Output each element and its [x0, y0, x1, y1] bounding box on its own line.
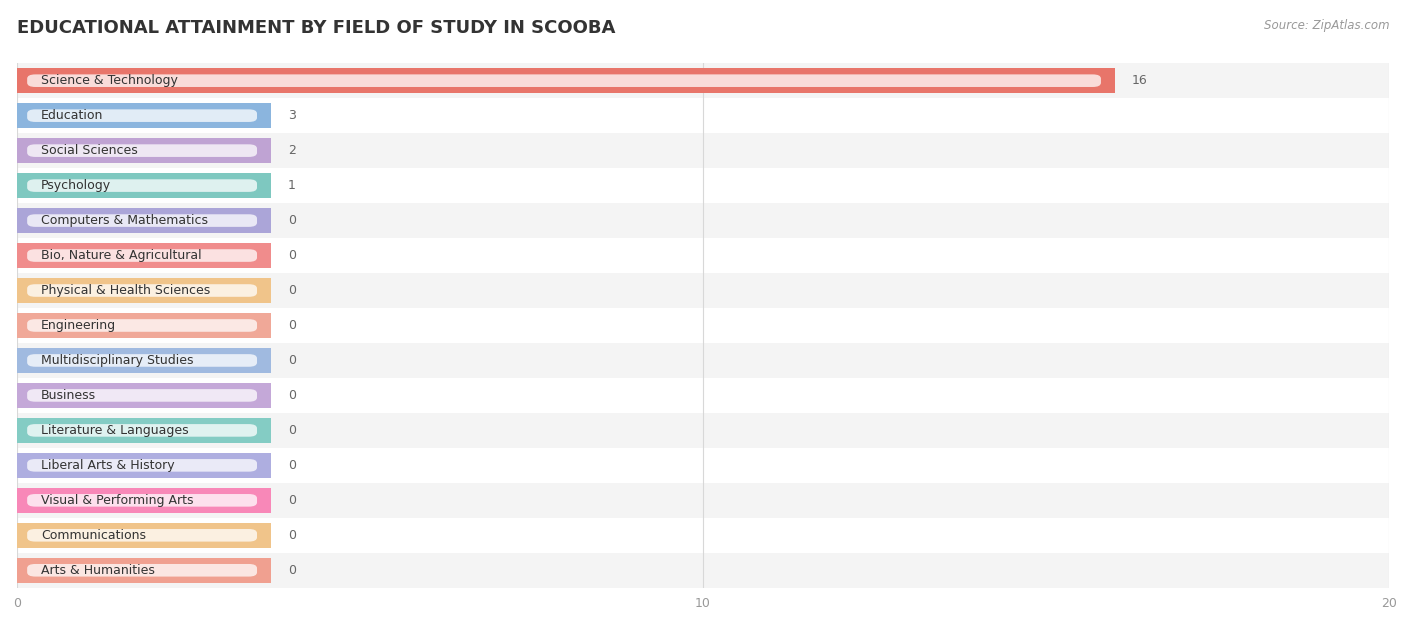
Text: Business: Business — [41, 389, 96, 402]
Bar — [17, 98, 1389, 133]
Bar — [17, 483, 1389, 518]
Text: Science & Technology: Science & Technology — [41, 74, 177, 87]
Text: Physical & Health Sciences: Physical & Health Sciences — [41, 284, 209, 297]
Bar — [17, 308, 1389, 343]
FancyBboxPatch shape — [27, 529, 257, 542]
Bar — [17, 168, 1389, 203]
Bar — [17, 418, 271, 443]
FancyBboxPatch shape — [27, 354, 257, 367]
Text: 16: 16 — [1132, 74, 1147, 87]
Bar — [17, 518, 1389, 553]
FancyBboxPatch shape — [27, 564, 257, 576]
Text: 0: 0 — [288, 459, 295, 472]
FancyBboxPatch shape — [27, 494, 257, 507]
Text: 2: 2 — [288, 144, 295, 157]
Text: 0: 0 — [288, 494, 295, 507]
Bar — [17, 103, 271, 128]
Text: Psychology: Psychology — [41, 179, 111, 192]
Text: Communications: Communications — [41, 529, 146, 542]
Bar — [17, 348, 271, 373]
Text: Engineering: Engineering — [41, 319, 117, 332]
Text: Computers & Mathematics: Computers & Mathematics — [41, 214, 208, 227]
Bar — [17, 138, 271, 163]
Text: 0: 0 — [288, 529, 295, 542]
Text: 1: 1 — [288, 179, 295, 192]
Bar — [17, 68, 1115, 94]
Text: 0: 0 — [288, 424, 295, 437]
Bar — [17, 523, 271, 548]
FancyBboxPatch shape — [27, 109, 257, 122]
Bar — [17, 243, 271, 268]
Text: 0: 0 — [288, 319, 295, 332]
Bar — [17, 203, 1389, 238]
Text: 0: 0 — [288, 354, 295, 367]
FancyBboxPatch shape — [27, 249, 257, 262]
FancyBboxPatch shape — [27, 75, 1101, 87]
Text: EDUCATIONAL ATTAINMENT BY FIELD OF STUDY IN SCOOBA: EDUCATIONAL ATTAINMENT BY FIELD OF STUDY… — [17, 19, 616, 37]
Bar — [17, 383, 271, 408]
Bar — [17, 413, 1389, 448]
FancyBboxPatch shape — [27, 424, 257, 437]
Text: Education: Education — [41, 109, 103, 122]
Text: Multidisciplinary Studies: Multidisciplinary Studies — [41, 354, 194, 367]
Bar — [17, 378, 1389, 413]
Text: 3: 3 — [288, 109, 295, 122]
Bar — [17, 453, 271, 478]
Text: 0: 0 — [288, 214, 295, 227]
Bar — [17, 273, 1389, 308]
Text: 0: 0 — [288, 249, 295, 262]
FancyBboxPatch shape — [27, 144, 257, 157]
Text: Visual & Performing Arts: Visual & Performing Arts — [41, 494, 194, 507]
FancyBboxPatch shape — [27, 389, 257, 402]
Text: Social Sciences: Social Sciences — [41, 144, 138, 157]
Text: Liberal Arts & History: Liberal Arts & History — [41, 459, 174, 472]
Text: Source: ZipAtlas.com: Source: ZipAtlas.com — [1264, 19, 1389, 32]
Bar — [17, 553, 1389, 588]
Text: 0: 0 — [288, 389, 295, 402]
Bar — [17, 238, 1389, 273]
Bar — [17, 63, 1389, 98]
Bar — [17, 133, 1389, 168]
Text: Literature & Languages: Literature & Languages — [41, 424, 188, 437]
Bar — [17, 278, 271, 303]
Bar — [17, 343, 1389, 378]
Text: Bio, Nature & Agricultural: Bio, Nature & Agricultural — [41, 249, 201, 262]
FancyBboxPatch shape — [27, 284, 257, 297]
Bar — [17, 208, 271, 233]
Bar — [17, 557, 271, 583]
FancyBboxPatch shape — [27, 214, 257, 227]
FancyBboxPatch shape — [27, 319, 257, 332]
Bar — [17, 448, 1389, 483]
Text: 0: 0 — [288, 284, 295, 297]
Text: Arts & Humanities: Arts & Humanities — [41, 564, 155, 577]
FancyBboxPatch shape — [27, 459, 257, 471]
Text: 0: 0 — [288, 564, 295, 577]
Bar — [17, 313, 271, 338]
Bar — [17, 488, 271, 513]
Bar — [17, 173, 271, 198]
FancyBboxPatch shape — [27, 179, 257, 192]
